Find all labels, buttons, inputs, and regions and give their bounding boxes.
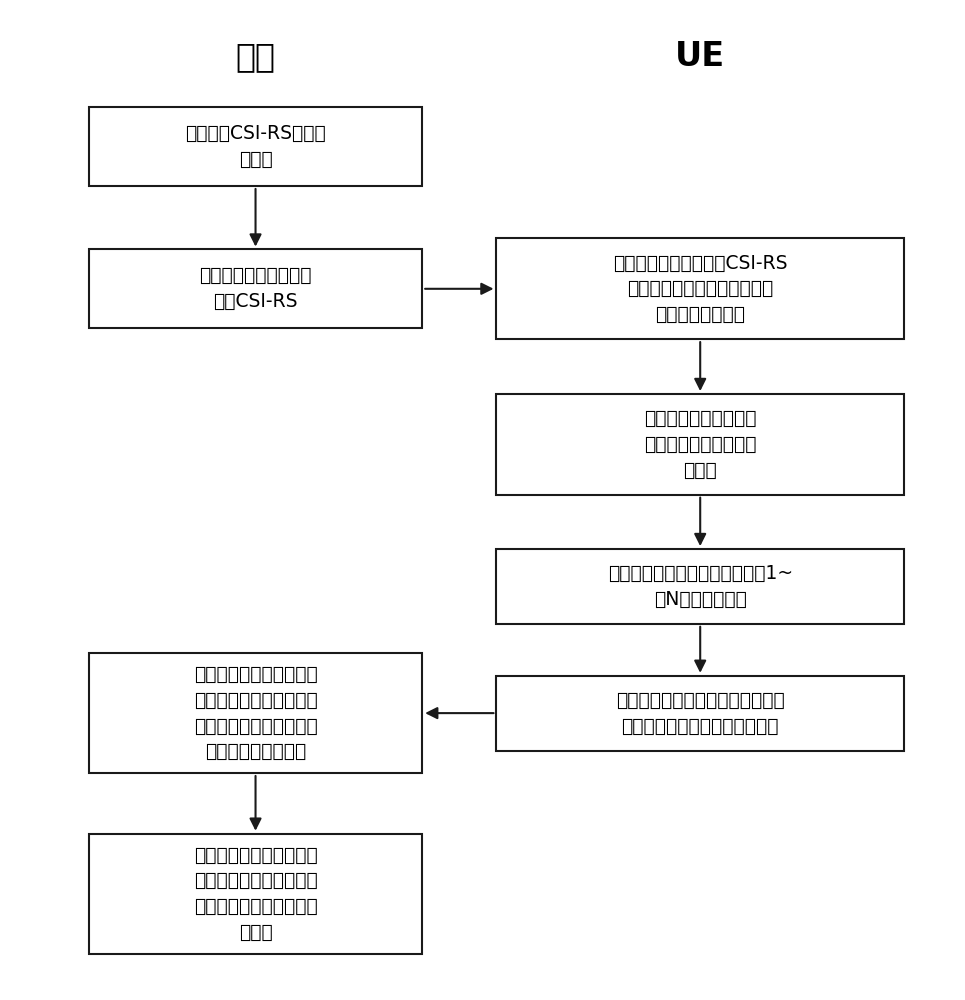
Text: 根据反馈垂直维度最优码
字索引，基于垂直预编码
码本得到垂直维度的预编
码矩阵: 根据反馈垂直维度最优码 字索引，基于垂直预编码 码本得到垂直维度的预编 码矩阵 bbox=[194, 845, 317, 942]
Text: 根据水平信道状态信息，获得层1~
层N下的最优码字: 根据水平信道状态信息，获得层1~ 层N下的最优码字 bbox=[608, 564, 793, 609]
Text: 通过对垂直及水平维度CSI-RS
信道估计测量获得垂直及水平
维度信道状态信息: 通过对垂直及水平维度CSI-RS 信道估计测量获得垂直及水平 维度信道状态信息 bbox=[613, 254, 787, 324]
Text: 基站: 基站 bbox=[235, 40, 276, 73]
FancyBboxPatch shape bbox=[496, 676, 904, 751]
Text: 根据反馈水平维度最优码
字索引及对应的层数，基
于水平预编码码本得到水
平维度的预编码矩阵: 根据反馈水平维度最优码 字索引及对应的层数，基 于水平预编码码本得到水 平维度的… bbox=[194, 665, 317, 761]
FancyBboxPatch shape bbox=[496, 394, 904, 495]
Text: 水平维度CSI-RS的预编
码操作: 水平维度CSI-RS的预编 码操作 bbox=[185, 124, 326, 169]
FancyBboxPatch shape bbox=[89, 249, 423, 328]
Text: 根据垂直维度信道状态
信息，获得垂直方向最
优码字: 根据垂直维度信道状态 信息，获得垂直方向最 优码字 bbox=[644, 409, 757, 480]
FancyBboxPatch shape bbox=[89, 653, 423, 773]
Text: UE: UE bbox=[676, 40, 726, 73]
FancyBboxPatch shape bbox=[89, 107, 423, 186]
Text: 反馈垂直及水平维度最优码字索引
及水平维度最优码字对应的层数: 反馈垂直及水平维度最优码字索引 及水平维度最优码字对应的层数 bbox=[616, 691, 785, 735]
FancyBboxPatch shape bbox=[496, 238, 904, 339]
FancyBboxPatch shape bbox=[496, 549, 904, 624]
Text: 发送垂直维度及水平维
度的CSI-RS: 发送垂直维度及水平维 度的CSI-RS bbox=[200, 266, 312, 311]
FancyBboxPatch shape bbox=[89, 834, 423, 954]
